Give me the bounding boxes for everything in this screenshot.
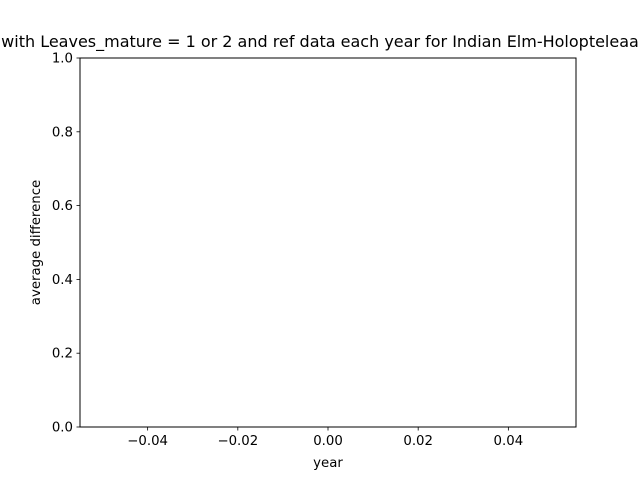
chart-title: with Leaves_mature = 1 or 2 and ref data…	[1, 32, 639, 52]
y-tick-label: 0.0	[52, 421, 73, 436]
x-axis-ticks: −0.04 −0.02 0.00 0.02 0.04	[127, 427, 523, 449]
x-tick-label: 0.00	[313, 434, 343, 449]
plot-area	[80, 58, 576, 427]
x-tick-label: −0.02	[217, 434, 258, 449]
y-axis-label: average difference	[29, 180, 44, 305]
y-tick-label: 0.6	[52, 199, 73, 214]
plot-frame	[79, 57, 577, 428]
y-tick-label: 0.8	[52, 125, 73, 140]
y-tick-label: 0.2	[52, 347, 73, 362]
x-tick-label: 0.04	[494, 434, 524, 449]
y-axis-ticks: 0.0 0.2 0.4 0.6 0.8 1.0	[52, 52, 80, 436]
x-tick-label: 0.02	[403, 434, 433, 449]
x-axis-label: year	[313, 456, 343, 471]
y-tick-label: 1.0	[52, 52, 73, 67]
y-tick-label: 0.4	[52, 273, 73, 288]
x-tick-label: −0.04	[127, 434, 168, 449]
